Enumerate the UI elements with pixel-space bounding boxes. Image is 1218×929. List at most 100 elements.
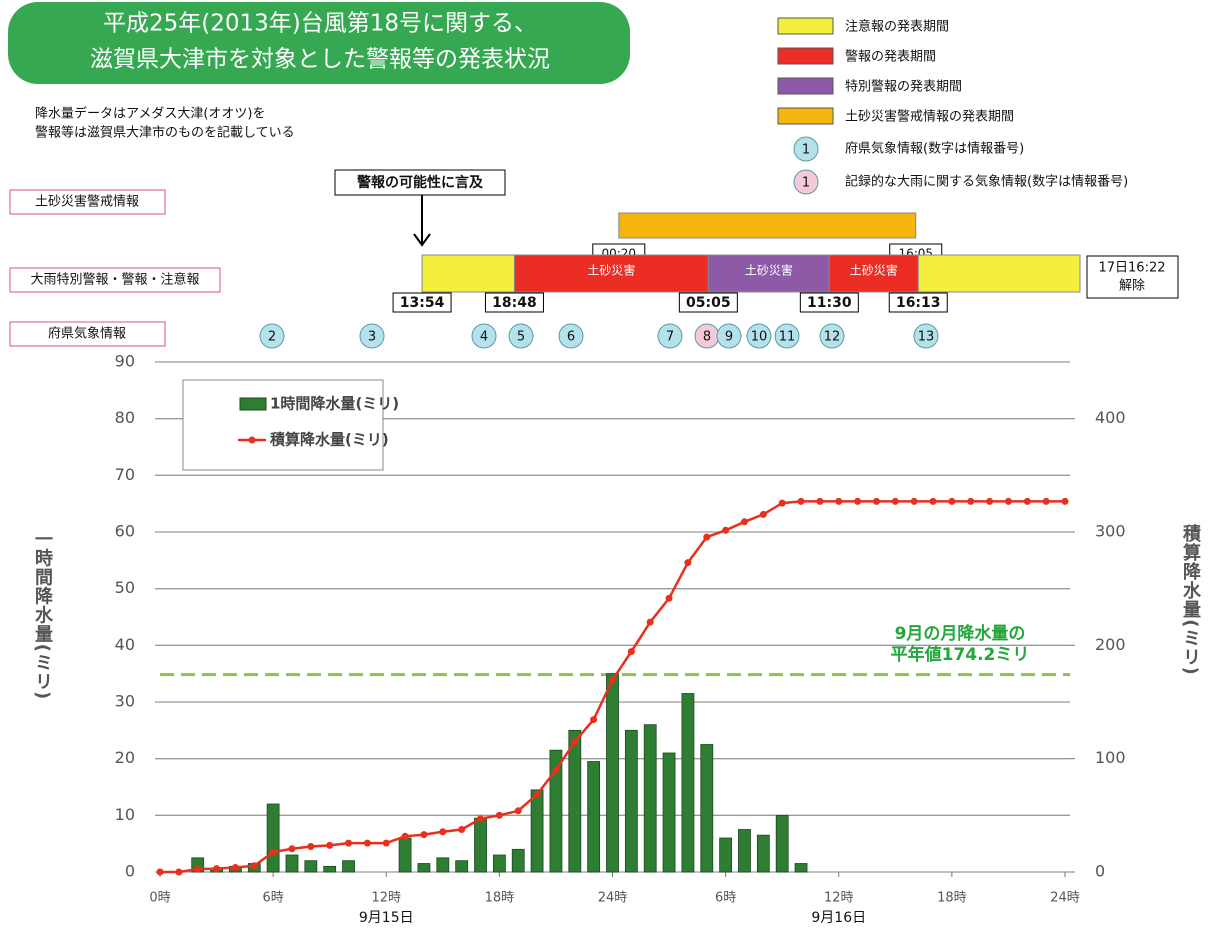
line-point xyxy=(213,865,221,873)
title-banner xyxy=(8,2,630,84)
legend-swatch xyxy=(248,436,256,444)
info-circle xyxy=(716,323,742,349)
line-point xyxy=(345,839,353,847)
info-circle-number: 9 xyxy=(725,330,733,345)
time-box xyxy=(888,292,948,313)
line-point xyxy=(778,499,786,507)
line-point xyxy=(552,766,560,774)
y-tick-label: 0 xyxy=(125,862,135,881)
time-box xyxy=(484,292,544,313)
time-label: 18:48 xyxy=(492,295,537,311)
info-circle-number: 2 xyxy=(268,330,276,345)
x-tick-label: 6時 xyxy=(262,891,283,906)
x-tick-label: 12時 xyxy=(824,891,854,906)
line-point xyxy=(684,559,692,567)
y-axis-label: 一時間降水量(ミリ) xyxy=(32,530,53,700)
bar xyxy=(492,854,506,873)
reference-label: 9月の月降水量の xyxy=(895,623,1026,644)
y-tick-label: 90 xyxy=(115,352,135,371)
title: 滋賀県大津市を対象とした警報等の発表状況 xyxy=(90,47,550,73)
line-point xyxy=(590,716,598,724)
bar xyxy=(436,857,450,873)
line-point xyxy=(250,862,258,870)
bar xyxy=(738,829,751,873)
line-point xyxy=(175,868,183,876)
line-point xyxy=(854,497,862,505)
bar xyxy=(643,724,657,873)
legend-circle xyxy=(793,169,819,195)
x-tick-label: 24時 xyxy=(1050,891,1080,906)
bar xyxy=(700,744,714,873)
row-label-box xyxy=(9,267,221,293)
line-point xyxy=(1042,497,1050,505)
legend-swatch xyxy=(777,17,834,35)
release-text: 解除 xyxy=(1119,279,1145,294)
warning-period-label: 土砂災害 xyxy=(850,263,898,278)
legend-swatch xyxy=(777,47,834,65)
time-box xyxy=(392,292,452,313)
line-point xyxy=(156,868,164,876)
line-point xyxy=(910,497,918,505)
info-circle xyxy=(746,323,772,349)
bar xyxy=(568,729,582,873)
callout-arrowhead xyxy=(413,233,431,247)
legend-swatch xyxy=(777,107,834,125)
time-label: 16:13 xyxy=(896,295,941,311)
legend-label: 特別警報の発表期間 xyxy=(845,79,962,95)
bar xyxy=(417,863,431,873)
x-tick-label: 18時 xyxy=(485,891,515,906)
warning-period-label: 土砂災害 xyxy=(587,263,635,278)
bar xyxy=(323,865,337,873)
line-point xyxy=(363,839,371,847)
line-point xyxy=(439,828,447,836)
legend-label: 注意報の発表期間 xyxy=(845,19,949,35)
time-box xyxy=(678,292,738,313)
line-point xyxy=(759,510,767,518)
line-point xyxy=(231,863,239,871)
line-point xyxy=(740,518,748,526)
bar xyxy=(549,749,563,873)
line-point xyxy=(665,594,673,602)
line-point xyxy=(986,497,994,505)
date-label: 9月15日 xyxy=(359,910,414,926)
info-circle xyxy=(819,323,845,349)
line-point xyxy=(533,790,541,798)
bar xyxy=(342,860,355,873)
bar xyxy=(624,729,638,873)
sediment-period xyxy=(618,212,917,239)
bar xyxy=(606,673,619,873)
y-tick-label: 40 xyxy=(115,635,135,654)
callout-box xyxy=(334,169,506,196)
line-point xyxy=(1023,497,1031,505)
bar xyxy=(266,803,280,873)
bar xyxy=(304,860,318,873)
line-point xyxy=(646,618,654,626)
line-point xyxy=(495,811,503,819)
x-tick-label: 0時 xyxy=(149,891,170,906)
bar xyxy=(455,860,469,873)
line-point xyxy=(420,831,428,839)
info-circle xyxy=(508,323,534,349)
line-point xyxy=(194,865,202,873)
y2-tick-label: 100 xyxy=(1095,748,1126,767)
warning-period-label: 土砂災害 xyxy=(745,263,793,278)
date-label: 9月16日 xyxy=(811,910,866,926)
legend-label: 警報の発表期間 xyxy=(845,49,936,65)
line-point xyxy=(703,533,711,541)
line-point xyxy=(307,843,315,850)
legend-circle-number: 1 xyxy=(802,143,810,158)
y2-tick-label: 400 xyxy=(1095,408,1126,427)
line-point xyxy=(382,839,390,847)
info-circle-number: 8 xyxy=(703,330,711,345)
x-tick-label: 18時 xyxy=(937,891,967,906)
warning-period xyxy=(828,254,919,293)
legend-label: 府県気象情報(数字は情報番号) xyxy=(845,141,1024,157)
bar xyxy=(474,817,487,873)
info-circle xyxy=(657,323,683,349)
line-point xyxy=(967,497,975,505)
line-point xyxy=(571,738,579,746)
reference-label: 平年値174.2ミリ xyxy=(891,644,1030,665)
time-label: 05:05 xyxy=(686,295,731,311)
line-point xyxy=(835,497,843,505)
